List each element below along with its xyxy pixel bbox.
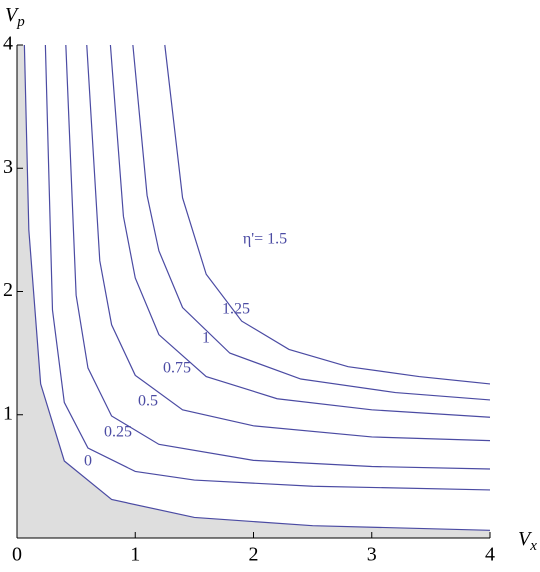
contour-label: 0.5 xyxy=(138,393,158,410)
x-tick-label: 2 xyxy=(249,544,259,566)
y-tick-label: 2 xyxy=(3,279,13,301)
contour-line xyxy=(86,44,491,442)
contour-label: η'= 1.5 xyxy=(243,231,287,248)
x-axis-label: Vx xyxy=(518,528,537,555)
contour-line xyxy=(164,44,491,385)
x-tick-label: 3 xyxy=(367,544,377,566)
contour-label: 1.25 xyxy=(222,301,250,318)
shaded-region xyxy=(17,45,490,538)
y-tick-label: 3 xyxy=(3,156,13,178)
y-label-main: V xyxy=(5,4,20,26)
x-tick-label: 0 xyxy=(12,544,22,566)
y-tick-label: 1 xyxy=(3,402,13,424)
contour-line xyxy=(65,44,491,470)
contour-line xyxy=(23,44,491,531)
y-tick-label: 4 xyxy=(3,33,13,55)
y-label-sub: p xyxy=(16,14,25,30)
contour-label: 1 xyxy=(202,330,210,347)
contour-line xyxy=(132,44,491,401)
x-tick-label: 4 xyxy=(485,544,495,566)
contour-line xyxy=(44,44,491,491)
contour-label: 0.75 xyxy=(163,360,191,377)
x-label-main: V xyxy=(518,528,533,550)
contour-line xyxy=(109,44,491,418)
x-tick-label: 1 xyxy=(130,544,140,566)
x-label-sub: x xyxy=(529,538,537,554)
contour-label: 0.25 xyxy=(104,424,132,441)
y-axis-label: Vp xyxy=(5,4,25,31)
contour-label: 0 xyxy=(84,453,92,470)
